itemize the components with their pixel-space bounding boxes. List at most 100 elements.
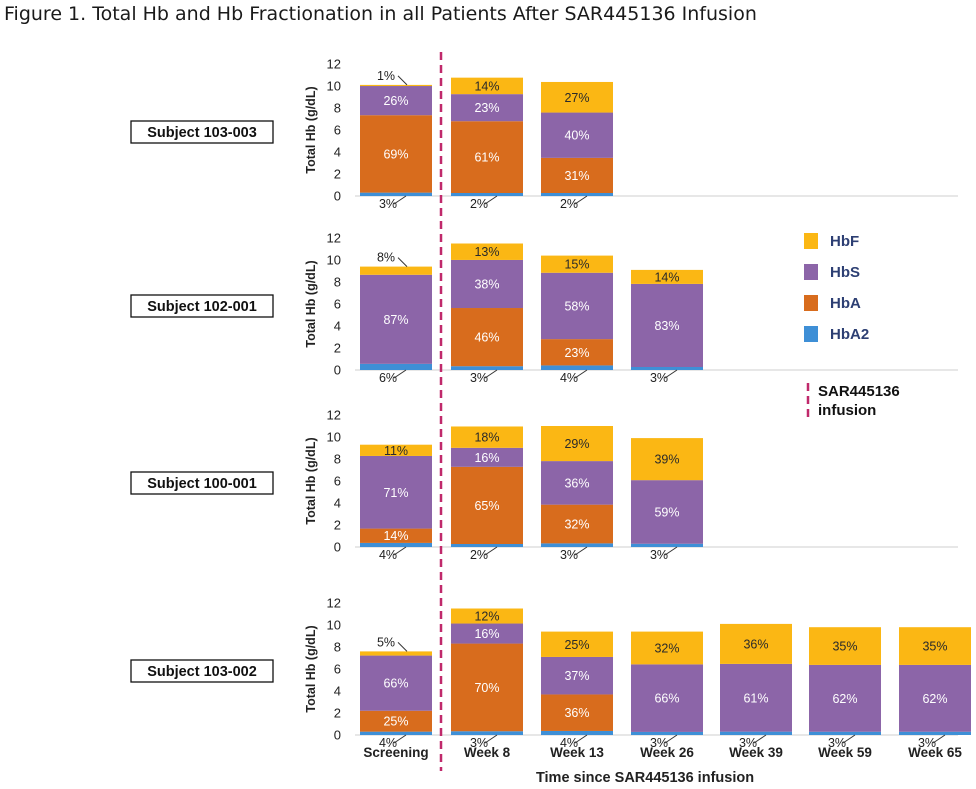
data-label-hbf: 12%	[474, 610, 499, 624]
bar-segment-hbs	[541, 461, 613, 505]
data-label-hbs: 23%	[474, 101, 499, 115]
bar-week-26: 3% 66% 32%	[631, 631, 703, 750]
bar-segment-hbf	[899, 627, 971, 665]
bar-segment-hbs	[360, 86, 432, 116]
data-label-hbs: 26%	[383, 94, 408, 108]
bar-segment-hba2	[360, 542, 432, 547]
x-axis-tick-labels: Screening Week 8 Week 13 Week 26 Week 39 Week…	[363, 745, 962, 760]
bar-segment-hbf	[720, 623, 792, 664]
label-leader	[397, 75, 408, 86]
bar-week-8: 2% 61% 23% 14%	[451, 77, 523, 211]
data-label-hbf: 27%	[564, 91, 589, 105]
label-leader	[397, 257, 408, 267]
data-label-hba: 46%	[474, 331, 499, 345]
data-label-hba2: 3%	[828, 736, 846, 750]
data-label-hba: 36%	[564, 706, 589, 720]
data-label-hbs: 71%	[383, 486, 408, 500]
legend-infusion-label: SAR445136	[818, 383, 900, 400]
data-label-hba2: 3%	[650, 736, 668, 750]
data-label-hba2: 3%	[470, 371, 488, 385]
y-tick-label: 12	[327, 231, 341, 246]
y-tick-label: 0	[334, 189, 341, 204]
y-tick-label: 10	[327, 430, 341, 445]
legend-label-hbf: HbF	[830, 233, 859, 250]
bar-segment-hbf	[360, 651, 432, 656]
data-label-hba: 14%	[383, 529, 408, 543]
bar-week-13: 4% 36% 37% 25%	[541, 631, 613, 750]
legend-swatch-hbs	[804, 264, 818, 280]
subject-box	[130, 471, 274, 495]
data-label-hbs: 16%	[474, 627, 499, 641]
bar-segment-hbf	[451, 426, 523, 448]
y-tick-label: 6	[334, 297, 341, 312]
data-label-hba2: 3%	[470, 736, 488, 750]
y-tick-label: 12	[327, 408, 341, 423]
y-tick-label: 0	[334, 363, 341, 378]
data-label-hbs: 58%	[564, 299, 589, 313]
data-label-hbs: 62%	[922, 692, 947, 706]
bar-segment-hbf	[451, 243, 523, 260]
y-tick-label: 10	[327, 79, 341, 94]
bar-segment-hbs	[631, 480, 703, 544]
subject-label: Subject 103-002	[147, 664, 257, 680]
bar-segment-hba2	[451, 544, 523, 547]
data-label-hbf: 32%	[654, 641, 679, 655]
subject-box	[130, 659, 274, 683]
bar-segment-hbs	[720, 663, 792, 732]
bar-segment-hba	[451, 466, 523, 544]
bar-segment-hba2	[360, 731, 432, 735]
y-axis-title: Total Hb (g/dL)	[304, 86, 318, 173]
label-leader	[484, 369, 498, 379]
data-label-hbs: 37%	[564, 669, 589, 683]
bar-segment-hbf	[360, 84, 432, 87]
bar-segment-hba2	[541, 543, 613, 547]
y-tick-label: 4	[334, 684, 341, 699]
panel-subject-103-002: 0 2 4 6 8 10 12 Total Hb (g/dL) Subject 103-002 4…	[130, 596, 971, 750]
data-label-hbf: 13%	[474, 245, 499, 259]
subject-label: Subject 100-001	[147, 476, 257, 492]
bar-segment-hba2	[360, 363, 432, 370]
bar-week-26: 3% 83% 14%	[631, 269, 703, 385]
data-label-hbf: 35%	[922, 640, 947, 654]
data-label-hba2: 3%	[650, 548, 668, 562]
bar-week-65: 3% 62% 35%	[899, 627, 971, 750]
y-tick-label: 2	[334, 167, 341, 182]
data-label-hba2: 3%	[739, 736, 757, 750]
bar-segment-hbf	[541, 81, 613, 113]
data-label-hba2: 2%	[470, 197, 488, 211]
label-leader	[393, 734, 407, 744]
data-label-hbs: 62%	[832, 692, 857, 706]
data-label-hbs: 38%	[474, 277, 499, 291]
data-label-hba: 61%	[474, 151, 499, 165]
data-label-hbf: 14%	[474, 79, 499, 93]
subject-box	[130, 120, 274, 144]
y-tick-label: 12	[327, 57, 341, 72]
data-label-hbs: 66%	[654, 692, 679, 706]
bar-segment-hba2	[451, 731, 523, 735]
subject-label: Subject 102-001	[147, 299, 257, 315]
bar-segment-hba	[360, 115, 432, 193]
bar-segment-hba	[541, 157, 613, 193]
data-label-hba2: 4%	[560, 371, 578, 385]
y-axis-title: Total Hb (g/dL)	[304, 260, 318, 347]
bar-segment-hbs	[360, 455, 432, 529]
label-leader	[753, 734, 767, 744]
data-label-hba: 32%	[564, 518, 589, 532]
y-tick-label: 4	[334, 319, 341, 334]
bar-segment-hbf	[360, 266, 432, 275]
y-tick-label: 0	[334, 540, 341, 555]
bar-segment-hbs	[541, 112, 613, 158]
bar-segment-hbs	[899, 664, 971, 732]
bar-screening: 6% 87% 8%	[360, 251, 432, 385]
legend-label-hbs: HbS	[830, 264, 860, 281]
data-label-hbs: 66%	[383, 677, 408, 691]
y-tick-label: 10	[327, 618, 341, 633]
bar-week-13: 4% 23% 58% 15%	[541, 255, 613, 385]
label-leader	[393, 546, 407, 556]
bar-segment-hbf	[631, 438, 703, 481]
bar-week-13: 2% 31% 40% 27%	[541, 81, 613, 211]
bar-segment-hbs	[451, 447, 523, 467]
bar-segment-hbf	[541, 255, 613, 273]
bar-week-8: 2% 65% 16% 18%	[451, 426, 523, 562]
bar-screening: 4% 25% 66% 5%	[360, 635, 432, 750]
